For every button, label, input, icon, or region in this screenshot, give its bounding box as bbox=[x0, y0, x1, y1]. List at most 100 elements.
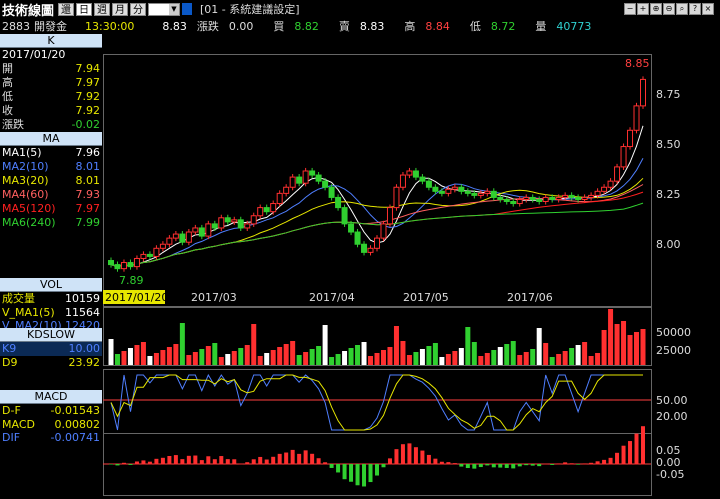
tab-week[interactable]: 週 bbox=[94, 2, 110, 16]
volume-bar bbox=[510, 341, 516, 365]
candle-body bbox=[542, 196, 549, 203]
macd-bar bbox=[121, 462, 126, 465]
candle-body bbox=[120, 262, 127, 270]
volume-bar bbox=[290, 341, 296, 365]
volume-bar bbox=[108, 339, 114, 365]
volume-bar bbox=[387, 347, 393, 365]
candle-body bbox=[516, 198, 523, 205]
macd-bar bbox=[225, 459, 230, 465]
tab-restore[interactable]: 還 bbox=[58, 2, 74, 16]
macd-bar bbox=[433, 458, 438, 465]
volume-bar bbox=[153, 353, 159, 365]
candle-body bbox=[425, 180, 432, 188]
minus-icon[interactable]: − bbox=[624, 3, 636, 15]
volume-bar bbox=[634, 332, 640, 365]
vol-row-3: V_MA2(10) 12420 bbox=[0, 320, 102, 328]
volume-bar bbox=[231, 351, 237, 365]
candle-body bbox=[510, 201, 517, 205]
d-line bbox=[110, 374, 643, 431]
volume-bar bbox=[218, 357, 224, 365]
candle-body bbox=[386, 207, 393, 225]
candle-body bbox=[354, 231, 361, 245]
volume-bar bbox=[186, 355, 192, 365]
macd-row-dif: DIF -0.00741 bbox=[0, 432, 102, 442]
volume-bar bbox=[173, 344, 179, 365]
plus-icon[interactable]: + bbox=[637, 3, 649, 15]
macd-bar bbox=[310, 453, 315, 465]
row-value: 11564 bbox=[65, 306, 100, 319]
interval-select[interactable]: ▼ bbox=[148, 2, 180, 16]
volume-bar bbox=[134, 345, 140, 365]
volume-bar bbox=[309, 349, 315, 365]
candle-body bbox=[627, 129, 634, 148]
k-line bbox=[110, 373, 643, 431]
color-swatch[interactable] bbox=[182, 3, 192, 15]
row-label: 成交量 bbox=[2, 292, 35, 305]
chart-svg[interactable]: 8.75 8.50 8.25 8.00 8.85 7.89 2017/01/20… bbox=[103, 34, 720, 496]
macd-bar bbox=[245, 462, 250, 465]
zoom-out-icon[interactable]: ⊖ bbox=[663, 3, 675, 15]
macd-bar bbox=[426, 454, 431, 465]
volume-bar bbox=[452, 351, 458, 365]
macd-bar bbox=[602, 459, 607, 465]
volume-bar bbox=[212, 343, 218, 365]
candle-body bbox=[614, 166, 621, 182]
volume-bar bbox=[270, 350, 276, 365]
candle-body bbox=[568, 194, 575, 198]
kd-tick: 20.00 bbox=[656, 410, 688, 423]
volume-bar bbox=[608, 309, 614, 365]
change-group: 漲跌 0.00 bbox=[197, 18, 264, 34]
volume-bar bbox=[484, 353, 490, 365]
row-label: 低 bbox=[2, 90, 13, 103]
volume-bar bbox=[419, 349, 425, 365]
kd-tick: 50.00 bbox=[656, 394, 688, 407]
candle-body bbox=[367, 247, 374, 253]
candle-body bbox=[581, 196, 588, 200]
candle-body bbox=[523, 196, 530, 200]
macd-bar bbox=[524, 464, 529, 466]
macd-bar bbox=[634, 433, 639, 465]
row-value: -0.01543 bbox=[50, 404, 100, 417]
volume-bar bbox=[140, 342, 146, 365]
row-value: 7.92 bbox=[75, 104, 101, 117]
volume-bar bbox=[627, 335, 633, 365]
help-icon[interactable]: ? bbox=[689, 3, 701, 15]
zoom-in-icon[interactable]: ⊕ bbox=[650, 3, 662, 15]
close-icon[interactable]: × bbox=[702, 3, 714, 15]
macd-row-macd: MACD 0.00802 bbox=[0, 418, 102, 432]
buy-group: 買 8.82 bbox=[273, 18, 329, 34]
high-mark: 8.85 bbox=[625, 57, 650, 70]
volume-bar bbox=[432, 343, 438, 365]
macd-bar bbox=[206, 456, 211, 465]
macd-bar bbox=[368, 464, 373, 483]
macd-bar bbox=[199, 460, 204, 465]
setting-label[interactable]: [01 - 系統建議設定] bbox=[200, 3, 300, 16]
change-label: 漲跌 bbox=[196, 20, 219, 33]
k-date: 2017/01/20 bbox=[2, 48, 66, 61]
macd-bar bbox=[517, 464, 522, 467]
tab-month[interactable]: 月 bbox=[112, 2, 128, 16]
volume-bar bbox=[491, 350, 497, 365]
low-value: 8.72 bbox=[490, 20, 516, 33]
row-value: 8.01 bbox=[75, 160, 101, 173]
sell-value: 8.83 bbox=[359, 20, 385, 33]
date-tick: 2017/03 bbox=[191, 291, 237, 304]
price-tick: 8.75 bbox=[656, 88, 681, 101]
row-label: DIF bbox=[2, 432, 21, 442]
volume-bar bbox=[335, 354, 341, 365]
date-tick: 2017/04 bbox=[309, 291, 355, 304]
search-icon[interactable]: ⌕ bbox=[676, 3, 688, 15]
candle-body bbox=[471, 192, 478, 196]
tab-day[interactable]: 日 bbox=[76, 2, 92, 16]
candle-body bbox=[198, 227, 205, 237]
volume-bar bbox=[225, 354, 231, 365]
row-label: 開 bbox=[2, 62, 13, 75]
chart-area[interactable]: 8.75 8.50 8.25 8.00 8.85 7.89 2017/01/20… bbox=[103, 34, 720, 496]
candle-body bbox=[140, 253, 147, 259]
volume-bar bbox=[588, 356, 594, 365]
high-label: 高 bbox=[404, 20, 416, 33]
volume-bar bbox=[368, 356, 374, 365]
tab-minute[interactable]: 分 bbox=[130, 2, 146, 16]
macd-bar bbox=[290, 449, 295, 465]
candle-body bbox=[185, 231, 192, 243]
